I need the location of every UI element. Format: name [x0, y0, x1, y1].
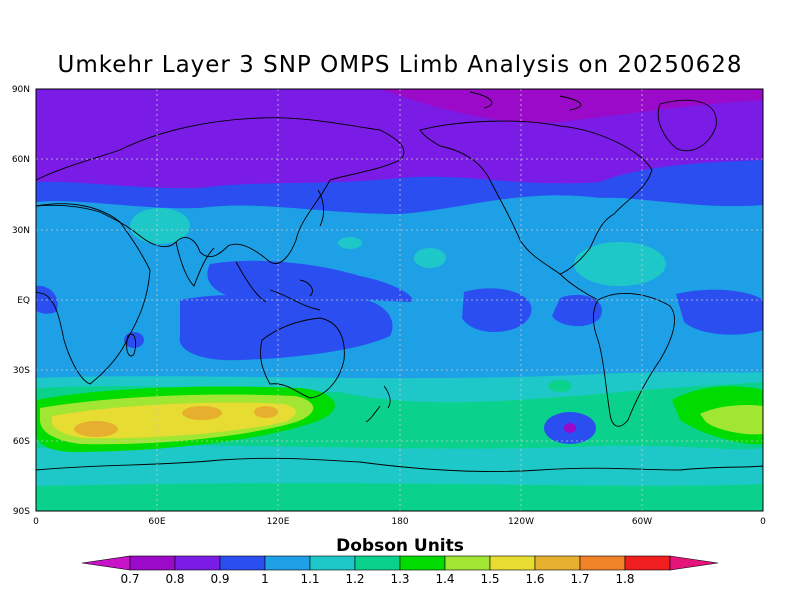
colorbar-label: 1.8 [615, 572, 634, 586]
grid-lines [36, 89, 763, 511]
colorbar-label: 1.6 [525, 572, 544, 586]
lon-axis: 0 60E 120E 180 120W 60W 0 [33, 517, 766, 527]
coastlines [36, 91, 763, 473]
field-antarctic-teal [36, 445, 763, 486]
lon-label: 180 [391, 517, 408, 527]
colorbar-label: 1.2 [345, 572, 364, 586]
colorbar-label: 1.7 [570, 572, 589, 586]
field-indian-orange-2 [182, 406, 222, 420]
field-indian-orange-3 [254, 406, 278, 418]
field-atlantic-lime [700, 404, 763, 435]
lat-label: EQ [17, 296, 30, 306]
legend-title: Dobson Units [336, 536, 464, 556]
colorbar-label: 1.5 [480, 572, 499, 586]
lon-label: 120E [267, 517, 290, 527]
field-tropic-blue-4 [552, 294, 602, 327]
colorbar-bin [174, 555, 221, 571]
lon-label: 0 [33, 517, 39, 527]
field-teal-2 [338, 237, 362, 249]
colorbar-bin [624, 555, 671, 571]
colorbar-label: 1.4 [435, 572, 454, 586]
colorbar-label: 0.8 [165, 572, 184, 586]
field-teal-4 [574, 242, 666, 286]
field-tropic-blue-1 [179, 294, 393, 361]
colorbar-label: 0.7 [120, 572, 139, 586]
field-teal-1 [130, 208, 190, 244]
colorbar [81, 555, 719, 571]
lat-label: 30N [12, 226, 30, 236]
colorbar-label: 1.1 [300, 572, 319, 586]
colorbar-bin [444, 555, 491, 571]
map-title: Umkehr Layer 3 SNP OMPS Limb Analysis on… [57, 52, 743, 78]
lat-label: 60S [13, 437, 30, 447]
plot-frame [35, 88, 764, 512]
colorbar-bin [399, 555, 446, 571]
field-tropic-blue-5 [676, 289, 763, 335]
colorbar-label: 1.3 [390, 572, 409, 586]
lat-label: 60N [12, 155, 30, 165]
field-pacific-green-spot [548, 380, 572, 392]
colorbar-bin [534, 555, 581, 571]
colorbar-over-triangle [669, 555, 719, 571]
field-teal-3 [414, 248, 446, 268]
field-pacific-low-core [564, 423, 576, 433]
colorbar-label: 1 [261, 572, 269, 586]
lat-label: 30S [13, 366, 30, 376]
lon-label: 60E [148, 517, 165, 527]
field-north-magenta [380, 89, 763, 123]
colorbar-bin [129, 555, 176, 571]
colorbar-bin [579, 555, 626, 571]
lon-label: 0 [760, 517, 766, 527]
field-tropic-blue-3 [462, 288, 532, 333]
colorbar-labels: 0.7 0.8 0.9 1 1.1 1.2 1.3 1.4 1.5 1.6 1.7 1.8 [120, 572, 634, 586]
colorbar-under-triangle [81, 555, 131, 571]
lat-axis: 90N 60N 30N EQ 30S 60S 90S [12, 85, 30, 517]
colorbar-label: 0.9 [210, 572, 229, 586]
colorbar-bin [219, 555, 266, 571]
lat-label: 90N [12, 85, 30, 95]
lon-label: 120W [508, 517, 534, 527]
lon-label: 60W [632, 517, 652, 527]
field-indian-orange-1 [74, 421, 118, 437]
field-tropic-blue-2 [207, 260, 413, 302]
colorbar-bin [354, 555, 401, 571]
lat-label: 90S [13, 507, 30, 517]
colorbar-bin [264, 555, 311, 571]
colorbar-bin [309, 555, 356, 571]
colorbar-bin [489, 555, 536, 571]
